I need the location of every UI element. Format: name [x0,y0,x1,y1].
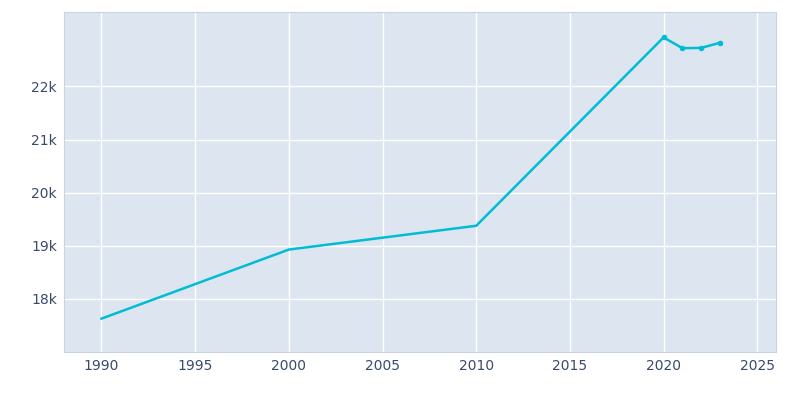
Point [676,45,689,51]
Point [657,34,670,40]
Point [714,40,726,46]
Point [694,45,707,51]
